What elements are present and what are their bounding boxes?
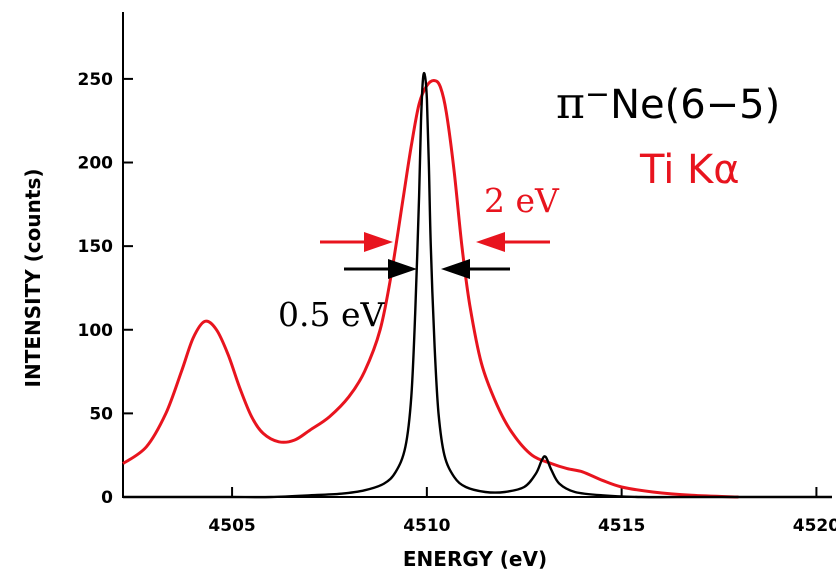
y-tick-label-4: 200: [78, 154, 114, 174]
series-pi-ne-line: [123, 71, 833, 499]
series-ti-kalpha-line: [122, 79, 739, 499]
legend-black-entry: π−Ne(6−5): [556, 77, 780, 129]
y-tick-label-2: 100: [78, 321, 114, 341]
legend-red-entry: Ti Kα: [639, 147, 740, 193]
tick-labels: 4505 4510 4515 4520 0 50 100 150 200 250: [78, 70, 836, 536]
y-tick-label-3: 150: [78, 237, 114, 257]
x-tick-label-2: 4515: [598, 516, 645, 536]
legend-minus: −: [585, 77, 610, 112]
x-tick-label-3: 4520: [793, 516, 836, 536]
red-right-arrowhead: [476, 232, 505, 252]
x-tick-label-0: 4505: [208, 516, 255, 536]
y-tick-label-0: 0: [101, 488, 113, 508]
x-axis-title: ENERGY (eV): [403, 547, 547, 571]
red-left-arrowhead: [364, 232, 393, 252]
red-width-arrows: [320, 232, 550, 252]
x-tick-label-1: 4510: [403, 516, 450, 536]
black-right-arrowhead: [441, 259, 470, 279]
legend-ne-transition: Ne(6−5): [610, 82, 780, 128]
black-width-arrows: [344, 259, 510, 279]
y-tick-label-1: 50: [89, 404, 113, 424]
black-left-arrowhead: [388, 259, 417, 279]
y-tick-label-5: 250: [78, 70, 114, 90]
legend-pi: π: [556, 78, 585, 129]
axis-ticks: [123, 77, 818, 498]
red-width-label: 2 eV: [484, 181, 560, 220]
y-axis-title: INTENSITY (counts): [21, 169, 45, 388]
black-width-label: 0.5 eV: [278, 295, 386, 334]
